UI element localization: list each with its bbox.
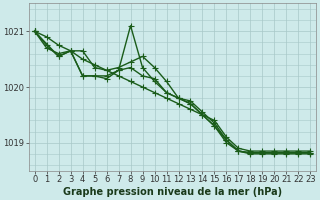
X-axis label: Graphe pression niveau de la mer (hPa): Graphe pression niveau de la mer (hPa) <box>63 187 282 197</box>
